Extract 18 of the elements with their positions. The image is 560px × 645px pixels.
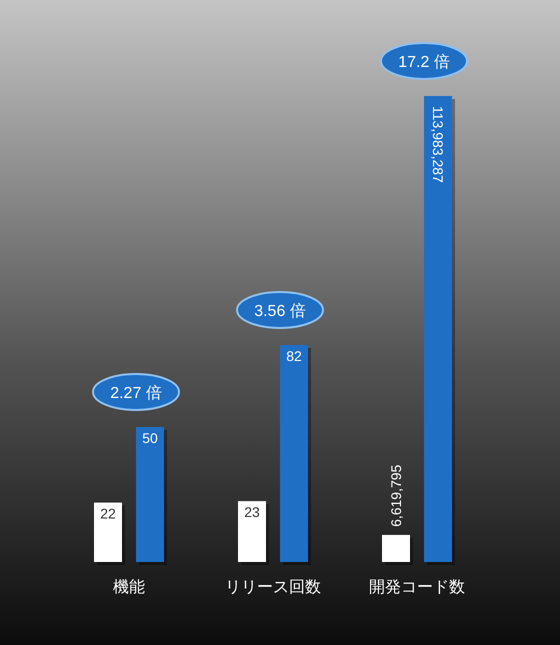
annotation: 17.2 倍 xyxy=(380,42,468,80)
data-label: 6,619,795 xyxy=(388,464,404,527)
data-label: 50 xyxy=(142,430,158,446)
series: 50 xyxy=(136,427,167,565)
series: 82 xyxy=(280,345,311,565)
series: 23 xyxy=(238,501,269,565)
series: 113,983,287 xyxy=(424,96,455,565)
data-label: 113,983,287 xyxy=(430,106,446,184)
annotation: 3.56 倍 xyxy=(236,291,324,329)
annotation: 2.27 倍 xyxy=(92,373,180,411)
data-label: 23 xyxy=(244,504,260,520)
series: 22 xyxy=(94,502,125,565)
x-tick-label: リリース回数 xyxy=(225,579,321,596)
x-tick-label: 機能 xyxy=(113,578,145,596)
data-label: 22 xyxy=(100,506,116,522)
series: 6,619,795 xyxy=(382,464,413,565)
data-label: 82 xyxy=(286,348,302,364)
x-tick-label: 開発コード数 xyxy=(369,579,465,596)
